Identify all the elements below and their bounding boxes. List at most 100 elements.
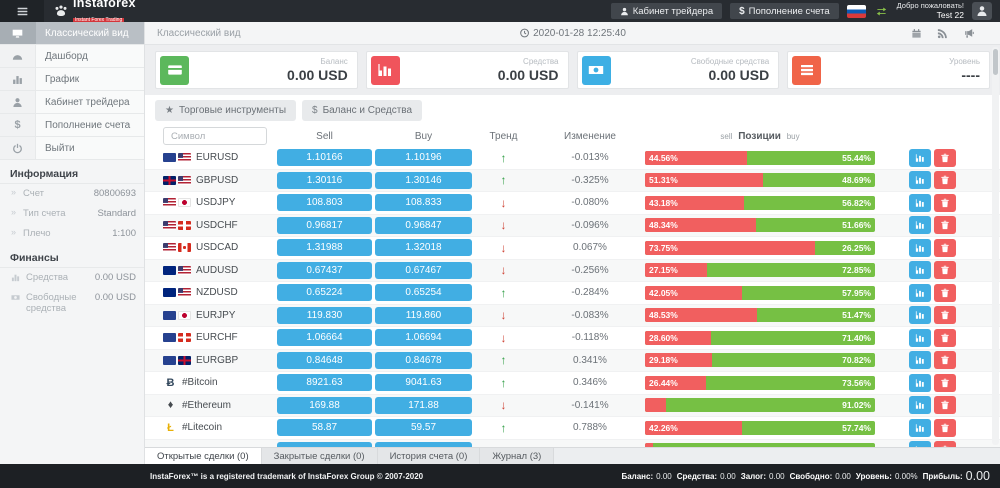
menu-toggle-button[interactable] [0, 0, 44, 22]
open-chart-button[interactable] [909, 396, 931, 415]
buy-button[interactable]: 1.06694 [375, 329, 472, 347]
buy-button[interactable]: 9041.63 [375, 374, 472, 392]
trader-cabinet-button[interactable]: Кабинет трейдера [610, 3, 723, 19]
sell-button[interactable]: 1.10166 [277, 149, 372, 167]
positions-sell-segment: 51.31% [645, 173, 763, 188]
buy-button[interactable]: 1.32018 [375, 239, 472, 257]
avatar[interactable] [972, 2, 992, 20]
filter-button-label: Баланс и Средства [322, 104, 413, 116]
sidebar-item-logout[interactable]: Выйти [0, 137, 144, 160]
delete-instrument-button[interactable] [934, 351, 956, 370]
positions-bar: 27.15% 72.85% [645, 263, 875, 278]
symbol-name: USDCAD [196, 242, 239, 254]
open-chart-button[interactable] [909, 306, 931, 325]
sell-button[interactable]: 0.96817 [277, 216, 372, 234]
megaphone-icon[interactable] [963, 28, 974, 39]
col-header-buy: Buy [414, 130, 433, 142]
open-chart-button[interactable] [909, 148, 931, 167]
sidebar-section-info-title: Информация [0, 160, 144, 184]
buy-button[interactable]: 0.67467 [375, 261, 472, 279]
delete-instrument-button[interactable] [934, 238, 956, 257]
open-chart-button[interactable] [909, 351, 931, 370]
delete-instrument-button[interactable] [934, 441, 956, 447]
delete-instrument-button[interactable] [934, 373, 956, 392]
buy-button[interactable]: 108.833 [375, 194, 472, 212]
positions-bar: 48.34% 51.66% [645, 218, 875, 233]
delete-instrument-button[interactable] [934, 328, 956, 347]
delete-instrument-button[interactable] [934, 261, 956, 280]
footer-stat-label: Средства: [676, 471, 718, 481]
tab-journal[interactable]: Журнал (3) [480, 448, 555, 464]
delete-instrument-button[interactable] [934, 193, 956, 212]
positions-sell-segment: 43.18% [645, 195, 745, 210]
tab-closed-deals[interactable]: Закрытые сделки (0) [261, 448, 378, 464]
buy-button[interactable]: 1.10196 [375, 149, 472, 167]
sell-button[interactable]: 1.31988 [277, 239, 372, 257]
open-chart-button[interactable] [909, 373, 931, 392]
open-chart-button[interactable] [909, 171, 931, 190]
open-chart-button[interactable] [909, 261, 931, 280]
buy-button[interactable]: 119.860 [375, 306, 472, 324]
tab-open-deals[interactable]: Открытые сделки (0) [145, 448, 262, 464]
balance-and-funds-button[interactable]: $ Баланс и Средства [302, 99, 423, 121]
buy-button[interactable]: 1.30146 [375, 171, 472, 189]
deposit-button[interactable]: $ Пополнение счета [730, 3, 839, 19]
buy-button[interactable]: 59.57 [375, 419, 472, 437]
positions-sell-segment: 28.60% [645, 330, 711, 345]
open-chart-button[interactable] [909, 216, 931, 235]
delete-instrument-button[interactable] [934, 171, 956, 190]
sell-button[interactable]: 1.30116 [277, 171, 372, 189]
sidebar-item-dashboard[interactable]: Дашборд [0, 45, 144, 68]
open-chart-button[interactable] [909, 283, 931, 302]
sell-button[interactable]: 169.88 [277, 396, 372, 414]
footer-stat-label: Прибыль: [922, 471, 963, 481]
sidebar-item-classic-view[interactable]: Классический вид [0, 22, 144, 45]
vertical-scrollbar[interactable] [992, 47, 999, 445]
delete-instrument-button[interactable] [934, 148, 956, 167]
open-chart-button[interactable] [909, 193, 931, 212]
delete-instrument-button[interactable] [934, 283, 956, 302]
calendar-icon[interactable] [911, 28, 922, 39]
buy-button[interactable]: 0.84678 [375, 351, 472, 369]
sell-button[interactable]: 0.65224 [277, 284, 372, 302]
footer-stat-value: 0.00 [965, 469, 990, 483]
sidebar-item-chart[interactable]: График [0, 68, 144, 91]
exchange-button[interactable] [874, 6, 889, 17]
buy-button[interactable] [375, 441, 472, 447]
info-label: Тип счета [23, 207, 66, 219]
language-flag-button[interactable] [846, 4, 866, 18]
delete-instrument-button[interactable] [934, 396, 956, 415]
positions-sell-segment: 42.26% [645, 420, 743, 435]
open-chart-button[interactable] [909, 238, 931, 257]
symbol-name: EURGBP [196, 354, 239, 366]
open-chart-button[interactable] [909, 441, 931, 447]
sidebar-item-trader-cabinet[interactable]: Кабинет трейдера [0, 91, 144, 114]
sidebar-section-finance-title: Финансы [0, 244, 144, 268]
sell-button[interactable]: 119.830 [277, 306, 372, 324]
col-header-positions: sell Позиции buy [645, 131, 875, 142]
sell-button[interactable] [277, 441, 372, 447]
tab-account-history[interactable]: История счета (0) [377, 448, 481, 464]
logo[interactable]: instaforex Instant Forex Trading [44, 0, 146, 25]
delete-instrument-button[interactable] [934, 418, 956, 437]
dollar-icon: $ [0, 114, 36, 136]
rss-icon[interactable] [937, 28, 948, 39]
sidebar-item-deposit[interactable]: $ Пополнение счета [0, 114, 144, 137]
sell-button[interactable]: 8921.63 [277, 374, 372, 392]
delete-instrument-button[interactable] [934, 306, 956, 325]
buy-button[interactable]: 0.65254 [375, 284, 472, 302]
open-chart-button[interactable] [909, 418, 931, 437]
trading-instruments-button[interactable]: ★ Торговые инструменты [155, 99, 296, 121]
delete-instrument-button[interactable] [934, 216, 956, 235]
buy-button[interactable]: 171.88 [375, 396, 472, 414]
sell-button[interactable]: 58.87 [277, 419, 372, 437]
open-chart-button[interactable] [909, 328, 931, 347]
sell-button[interactable]: 1.06664 [277, 329, 372, 347]
symbol-search-input[interactable] [163, 127, 267, 145]
buy-button[interactable]: 0.96847 [375, 216, 472, 234]
sell-button[interactable]: 0.84648 [277, 351, 372, 369]
scrollbar-thumb[interactable] [993, 49, 998, 75]
chart-icon [0, 68, 36, 90]
sell-button[interactable]: 108.803 [277, 194, 372, 212]
sell-button[interactable]: 0.67437 [277, 261, 372, 279]
